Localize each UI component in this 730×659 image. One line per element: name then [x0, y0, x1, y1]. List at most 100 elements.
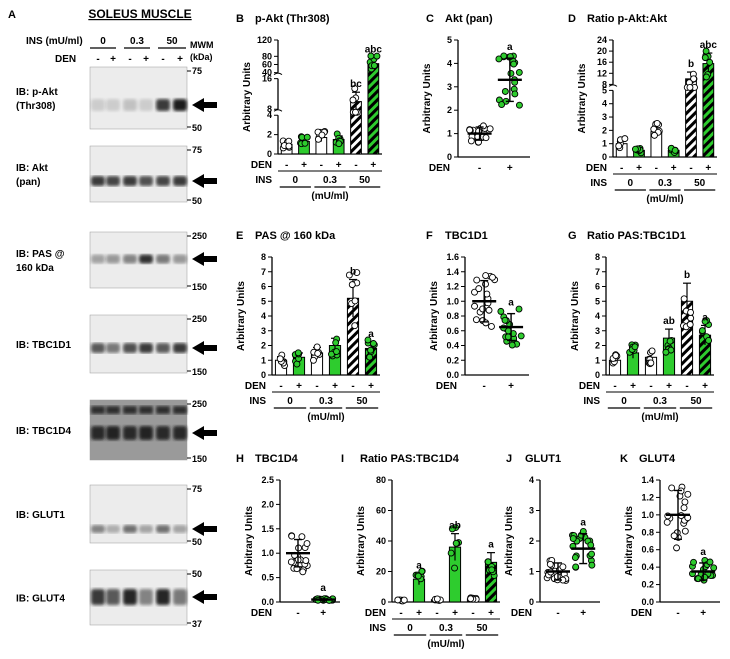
chart-panel-i: I Ratio PAS:TBC1D4 Arbitrary Units 0 20 40 60 8… [341, 453, 500, 650]
data-point [572, 563, 580, 571]
y-tick-label: 5 [261, 296, 266, 306]
data-point [472, 316, 480, 324]
y-tick-label: 5 [595, 296, 600, 306]
data-point [466, 126, 474, 134]
y-tick-label: 0.0 [446, 370, 459, 380]
data-point [479, 122, 487, 130]
data-point [287, 558, 295, 566]
y-tick-label: 4 [529, 475, 534, 485]
blot-marker-bottom: 50 [192, 537, 202, 547]
y-tick-label: 1.0 [446, 296, 459, 306]
y-tick-label: 8 [602, 79, 607, 89]
data-point [285, 142, 293, 150]
y-axis-label: Arbitrary Units [236, 281, 247, 351]
ins-level: 0.3 [439, 623, 453, 634]
den-sign: + [452, 608, 458, 619]
y-tick-label: 6 [595, 282, 600, 292]
data-point [303, 133, 311, 141]
y-axis-label: Arbitrary Units [244, 506, 255, 576]
blot-ins-label: INS (mU/ml) [26, 36, 83, 47]
blot-band [139, 99, 153, 111]
y-tick-label: 1 [447, 129, 452, 139]
blot-band [173, 176, 187, 186]
ins-level: 50 [690, 396, 702, 407]
data-point [705, 337, 713, 344]
blot-band [91, 406, 105, 414]
data-point [621, 135, 629, 143]
ins-level: 50 [476, 623, 488, 634]
data-point [335, 140, 343, 148]
blot-band [139, 254, 153, 264]
blot-band [123, 589, 137, 605]
ins-unit: (mU/ml) [427, 639, 464, 650]
blot-band [156, 525, 170, 533]
chart-title: GLUT1 [525, 453, 561, 465]
data-point [681, 498, 689, 506]
blot-band [139, 525, 153, 533]
den-label: DEN [245, 381, 266, 392]
data-point [569, 535, 577, 542]
y-tick-label: 0.4 [446, 341, 459, 351]
den-sign: - [315, 381, 318, 392]
y-tick-label: 8 [267, 104, 272, 114]
blot-band [106, 254, 120, 264]
data-point [690, 75, 698, 83]
den-sign: + [580, 608, 586, 619]
y-tick-label: 2 [595, 341, 600, 351]
band-arrow-icon [192, 590, 217, 604]
data-point [670, 532, 678, 540]
ins-level: 0 [293, 175, 299, 186]
significance-label: bc [350, 79, 362, 90]
data-point [653, 119, 661, 127]
significance-label: a [702, 312, 708, 323]
significance-label: a [508, 298, 514, 309]
data-point [701, 317, 709, 325]
den-label: DEN [429, 163, 450, 174]
panel-letter: K [620, 453, 628, 465]
blot-row: IB: Akt (pan) 75 50 [16, 145, 217, 206]
data-point [698, 327, 706, 335]
chart-title: p-Akt (Thr308) [255, 13, 330, 25]
y-tick-label: 1.2 [641, 492, 654, 502]
chart-title: GLUT4 [639, 453, 676, 465]
den-sign: + [705, 163, 711, 174]
den-sign: - [471, 608, 474, 619]
blot-marker-bottom: 150 [192, 367, 207, 377]
data-point [301, 139, 309, 147]
y-tick-label: 0.6 [446, 326, 459, 336]
den-sign: - [676, 608, 679, 619]
den-sign: + [332, 381, 338, 392]
den-sign: - [399, 608, 402, 619]
data-point [510, 60, 518, 68]
data-point [414, 572, 422, 580]
data-point [294, 349, 302, 357]
blot-band [139, 406, 153, 414]
data-point [400, 596, 408, 604]
data-point [471, 302, 478, 310]
y-tick-label: 0.8 [641, 527, 654, 537]
ins-level: 0 [287, 396, 293, 407]
ins-level: 0.3 [658, 178, 672, 189]
axis-break [273, 109, 283, 112]
y-tick-label: 1 [261, 355, 266, 365]
data-point [517, 332, 525, 340]
blot-image [89, 314, 188, 374]
data-point [651, 131, 658, 139]
data-point [588, 561, 596, 569]
ins-unit: (mU/ml) [307, 412, 344, 423]
data-point [501, 316, 509, 324]
data-point [615, 142, 623, 150]
y-tick-label: 3 [529, 506, 534, 516]
y-tick-label: 4 [595, 311, 600, 321]
data-point [351, 297, 359, 305]
blot-band [91, 343, 105, 353]
data-point [451, 564, 458, 572]
blot-marker-bottom: 50 [192, 123, 202, 133]
data-point [571, 554, 579, 562]
chart-title: Akt (pan) [445, 13, 493, 25]
data-point [299, 568, 307, 576]
den-sign: + [508, 381, 514, 392]
den-sign: - [689, 163, 692, 174]
data-point [488, 322, 495, 330]
